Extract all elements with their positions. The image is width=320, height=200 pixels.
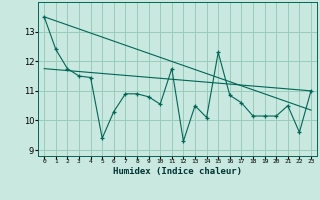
X-axis label: Humidex (Indice chaleur): Humidex (Indice chaleur) [113,167,242,176]
